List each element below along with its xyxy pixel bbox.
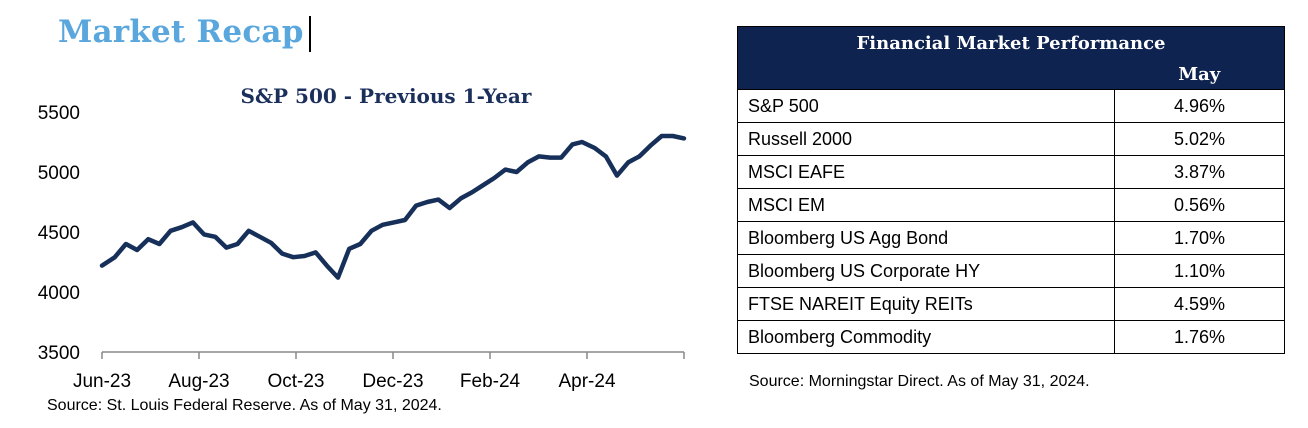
x-tick-label: Oct-23 xyxy=(267,371,324,392)
table-row: Bloomberg US Corporate HY 1.10% xyxy=(737,254,1285,288)
table-row-label: MSCI EM xyxy=(737,188,1115,222)
table-row: S&P 500 4.96% xyxy=(737,89,1285,123)
x-tick-label: Jun-23 xyxy=(73,371,131,392)
table-row-value: 3.87% xyxy=(1114,155,1285,189)
table-source-note: Source: Morningstar Direct. As of May 31… xyxy=(749,373,1090,390)
y-tick-label: 4000 xyxy=(38,283,80,304)
y-tick-label: 3500 xyxy=(38,343,80,364)
sp500-series-line xyxy=(99,133,687,280)
table-row-label: Bloomberg Commodity xyxy=(737,320,1115,354)
performance-table: Financial Market Performance May S&P 500… xyxy=(737,26,1285,354)
chart-title: S&P 500 - Previous 1-Year xyxy=(241,84,532,108)
table-row-value: 4.59% xyxy=(1114,287,1285,321)
chart-axes: 3500 4000 4500 5000 5500 Jun-23 Aug-23 Oct-23 De… xyxy=(38,103,685,392)
table-row-label: Bloomberg US Agg Bond xyxy=(737,221,1115,255)
table-row-label: Bloomberg US Corporate HY xyxy=(737,254,1115,288)
table-row-label: MSCI EAFE xyxy=(737,155,1115,189)
table-row-label: FTSE NAREIT Equity REITs xyxy=(737,287,1115,321)
page-title: Market Recap xyxy=(58,14,304,50)
x-tick-label: Dec-23 xyxy=(362,371,423,392)
chart-source-note: Source: St. Louis Federal Reserve. As of… xyxy=(47,397,442,414)
table-row: Russell 2000 5.02% xyxy=(737,122,1285,156)
table-row-value: 0.56% xyxy=(1114,188,1285,222)
table-row-value: 1.10% xyxy=(1114,254,1285,288)
table-row-value: 1.70% xyxy=(1114,221,1285,255)
table-row: Bloomberg Commodity 1.76% xyxy=(737,320,1285,354)
table-row-value: 5.02% xyxy=(1114,122,1285,156)
x-tick-label: Feb-24 xyxy=(460,371,521,392)
table-header-blank xyxy=(737,59,1115,90)
table-title: Financial Market Performance xyxy=(737,26,1285,59)
table-row-value: 1.76% xyxy=(1114,320,1285,354)
table-row: MSCI EAFE 3.87% xyxy=(737,155,1285,189)
table-body: S&P 500 4.96% Russell 2000 5.02% MSCI EAFE 3.… xyxy=(737,89,1285,354)
x-tick-label: Aug-23 xyxy=(168,371,229,392)
y-tick-label: 5000 xyxy=(38,163,80,184)
x-tick-label: Apr-24 xyxy=(558,371,615,392)
table-row-label: S&P 500 xyxy=(737,89,1115,123)
sp500-line-chart: S&P 500 - Previous 1-Year 3500 4000 4500 50… xyxy=(38,84,687,392)
y-tick-label: 5500 xyxy=(38,103,80,124)
table-column-header: May xyxy=(1114,59,1285,90)
y-tick-label: 4500 xyxy=(38,223,80,244)
table-row-value: 4.96% xyxy=(1114,89,1285,123)
text-cursor xyxy=(309,16,311,52)
table-row: FTSE NAREIT Equity REITs 4.59% xyxy=(737,287,1285,321)
table-row: Bloomberg US Agg Bond 1.70% xyxy=(737,221,1285,255)
table-row: MSCI EM 0.56% xyxy=(737,188,1285,222)
table-row-label: Russell 2000 xyxy=(737,122,1115,156)
chart-series-layer xyxy=(99,133,687,280)
